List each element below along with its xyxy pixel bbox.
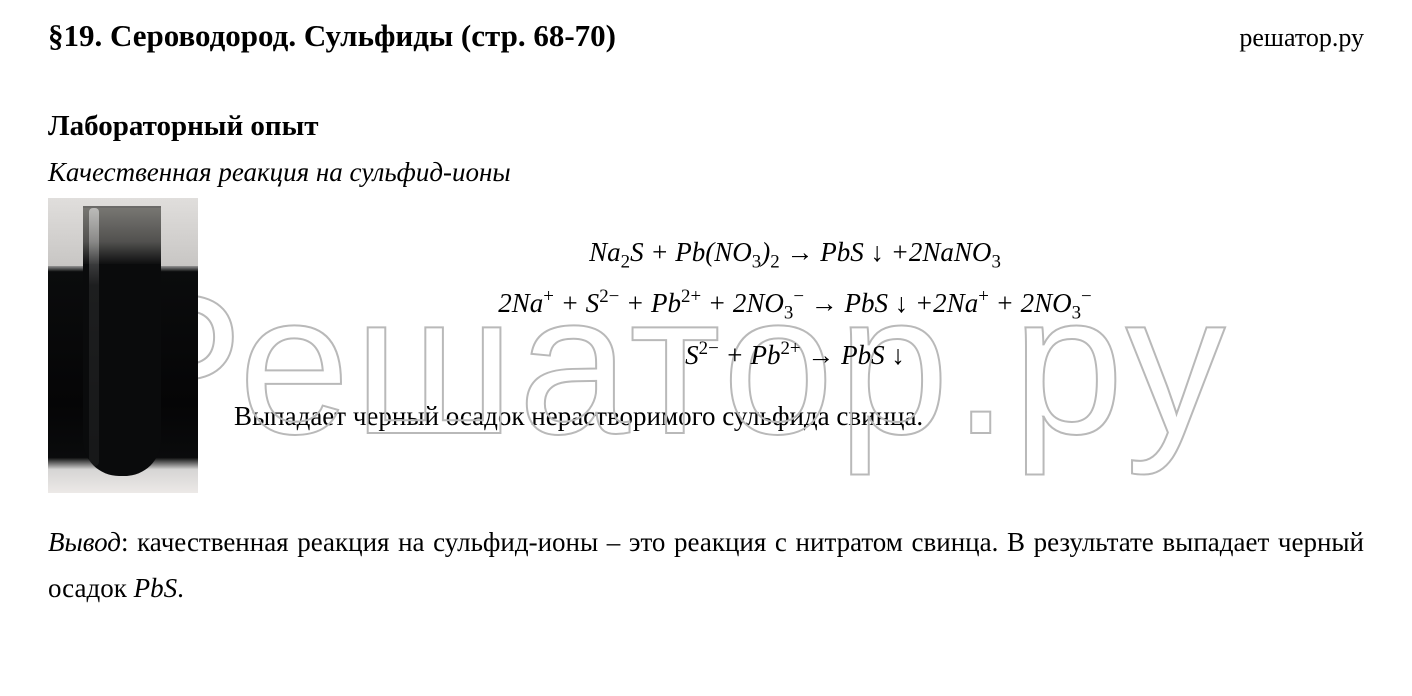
equation-caption: Выпадает черный осадок нерастворимого су… xyxy=(226,401,1364,432)
equation-3: S2− + Pb2+ → PbS ↓ xyxy=(226,331,1364,380)
conclusion-paragraph: Вывод: качественная реакция на сульфид-и… xyxy=(48,519,1364,612)
conclusion-body-2: . xyxy=(177,573,184,603)
conclusion-formula: PbS xyxy=(134,573,178,603)
section-title: §19. Сероводород. Сульфиды (стр. 68-70) xyxy=(48,18,616,54)
lab-heading: Лабораторный опыт xyxy=(48,110,1364,143)
equation-2: 2Na+ + S2− + Pb2+ + 2NO3− → PbS ↓ +2Na+ … xyxy=(226,279,1364,330)
site-name: решатор.ру xyxy=(1239,23,1364,53)
conclusion-body-1: : качественная реакция на сульфид-ионы –… xyxy=(48,527,1364,603)
conclusion-lead: Вывод xyxy=(48,527,121,557)
equation-block: Na2S + Pb(NO3)2 → PbS ↓ +2NaNO3 2Na+ + S… xyxy=(226,228,1364,379)
equations-column: Na2S + Pb(NO3)2 → PbS ↓ +2NaNO3 2Na+ + S… xyxy=(226,198,1364,432)
equation-1: Na2S + Pb(NO3)2 → PbS ↓ +2NaNO3 xyxy=(226,228,1364,279)
content-row: Na2S + Pb(NO3)2 → PbS ↓ +2NaNO3 2Na+ + S… xyxy=(48,198,1364,493)
test-tube-image xyxy=(48,198,198,493)
header: §19. Сероводород. Сульфиды (стр. 68-70) … xyxy=(48,18,1364,54)
lab-subtitle: Качественная реакция на сульфид-ионы xyxy=(48,157,1364,188)
tube-highlight xyxy=(89,208,99,466)
test-tube-glass xyxy=(83,206,161,476)
